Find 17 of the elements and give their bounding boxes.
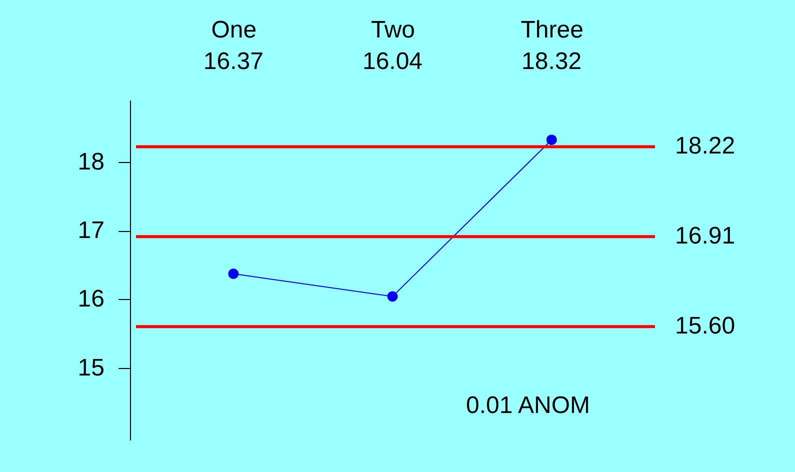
data-label: 16.04 [362,48,423,75]
y-tick-label: 17 [78,217,104,244]
x-tick-label: Two [370,16,416,44]
y-tick-label: 16 [78,286,104,313]
y-tick-label: 15 [78,354,104,382]
x-tick-label: One [211,16,257,44]
y-tick-label: 18 [78,148,104,176]
data-label: 18.32 [522,48,582,75]
ref-line-label: 18.22 [675,132,736,160]
annotation: 0.01 ANOM [466,392,590,419]
x-tick-label: Three [520,16,584,44]
ref-line-label: 16.91 [675,222,736,250]
ref-line-label: 15.60 [675,312,736,340]
point [546,134,557,146]
point [228,268,239,280]
data-label: 16.37 [203,48,264,75]
point [387,291,398,302]
